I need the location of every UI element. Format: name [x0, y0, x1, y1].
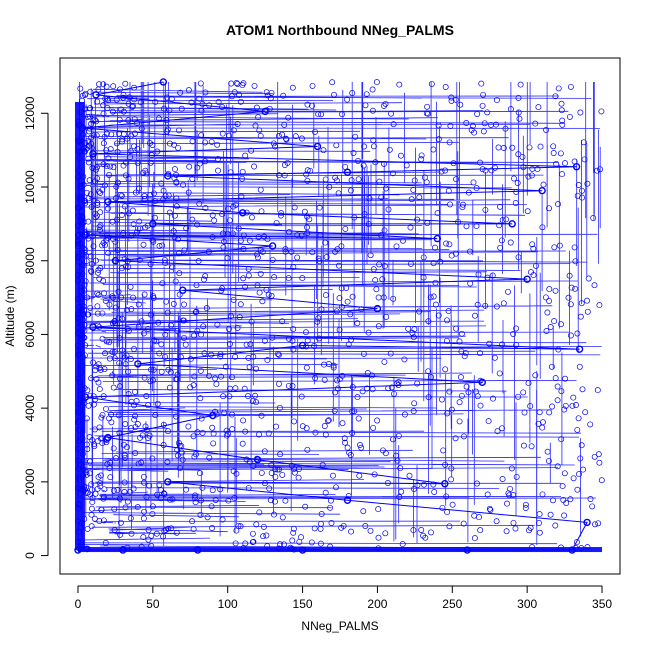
y-axis: 0 2000 4000 6000 8000 10000 12000: [23, 96, 49, 559]
data-point: [92, 91, 100, 99]
x-tick-label: 200: [367, 597, 387, 611]
data-point: [463, 546, 471, 554]
series-line: [78, 81, 588, 551]
x-tick-label: 300: [517, 597, 537, 611]
y-tick-label: 6000: [23, 321, 37, 348]
data-point: [268, 242, 277, 250]
data-point: [343, 496, 352, 504]
data-point: [149, 220, 157, 228]
y-tick-label: 4000: [23, 394, 37, 421]
y-tick-label: 0: [23, 552, 37, 559]
x-tick-label: 250: [442, 597, 462, 611]
data-point: [164, 172, 172, 180]
data-point: [81, 231, 90, 239]
x-tick-label: 150: [293, 597, 313, 611]
data-texture: [74, 79, 605, 553]
data-point: [298, 546, 307, 554]
x-tick-label: 350: [592, 597, 612, 611]
profile-texture-markers: [75, 79, 605, 553]
data-point: [104, 433, 112, 442]
data-point: [159, 78, 168, 86]
data-point: [89, 323, 97, 331]
data-point: [583, 518, 591, 527]
y-tick-label: 12000: [23, 96, 37, 130]
data-point: [433, 234, 442, 243]
chart-title: ATOM1 Northbound NNeg_PALMS: [226, 22, 454, 38]
data-point: [298, 341, 307, 350]
x-tick-label: 0: [75, 597, 82, 611]
data-point: [194, 546, 202, 554]
data-point: [78, 124, 87, 132]
data-point: [164, 478, 172, 486]
series-layer: [74, 78, 591, 554]
data-point: [575, 345, 584, 353]
data-point: [261, 107, 269, 116]
y-tick-label: 8000: [23, 247, 37, 274]
data-point: [572, 163, 581, 171]
data-point: [478, 378, 486, 387]
data-point: [538, 186, 546, 195]
x-tick-label: 100: [218, 597, 238, 611]
x-axis: 0 50 100 150 200 250 300 350: [75, 585, 612, 611]
x-tick-label: 50: [146, 597, 160, 611]
y-axis-label: Altitude (m): [3, 285, 17, 346]
data-point: [89, 150, 97, 158]
data-point: [104, 198, 112, 206]
data-point: [373, 304, 382, 313]
data-point: [508, 220, 516, 228]
data-point: [81, 393, 90, 401]
data-point: [209, 411, 217, 420]
data-point: [119, 546, 127, 554]
data-point: [179, 286, 187, 294]
plot-frame: [59, 57, 621, 575]
x-axis-label: NNeg_PALMS: [301, 619, 378, 633]
y-tick-label: 10000: [23, 170, 37, 204]
data-point: [111, 257, 120, 265]
data-point: [313, 142, 322, 151]
dense-band-near-zero: [74, 101, 85, 551]
data-point: [238, 209, 247, 217]
data-point: [441, 480, 449, 488]
data-point: [253, 456, 262, 464]
data-point: [134, 360, 142, 368]
y-tick-label: 2000: [23, 468, 37, 495]
data-point: [523, 275, 531, 283]
data-point: [568, 546, 576, 554]
data-point: [343, 168, 352, 176]
data-point: [74, 546, 82, 554]
